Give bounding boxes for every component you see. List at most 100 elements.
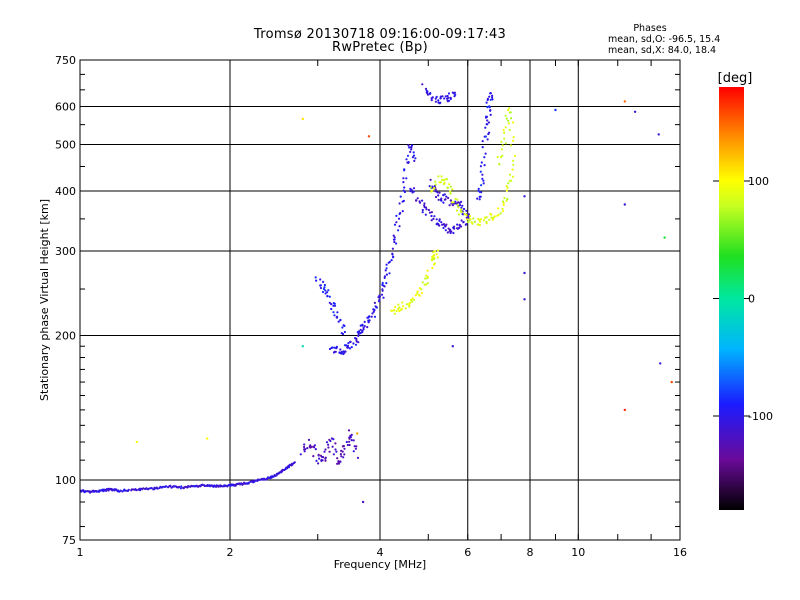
- x-tick-label: 4: [377, 546, 384, 559]
- echo-point: [503, 197, 506, 200]
- echo-point: [416, 290, 419, 293]
- echo-point: [352, 450, 355, 453]
- echo-point: [180, 485, 183, 488]
- echo-point: [457, 206, 460, 209]
- echo-point: [381, 288, 384, 291]
- echo-point: [408, 146, 411, 149]
- echo-point: [489, 92, 492, 95]
- echo-point: [343, 324, 346, 327]
- echo-point: [392, 238, 396, 241]
- echo-point: [446, 97, 449, 100]
- echo-point: [326, 294, 329, 298]
- echo-point: [410, 146, 413, 149]
- echo-point: [323, 283, 326, 287]
- echo-point: [480, 161, 483, 164]
- phase-stats-o-mode: mean, sd,O: -96.5, 15.4: [608, 34, 721, 45]
- echo-point: [477, 187, 480, 190]
- echo-point: [441, 223, 444, 226]
- echo-point: [322, 280, 325, 283]
- echo-point: [340, 352, 343, 355]
- echo-point: [346, 443, 349, 447]
- echo-point: [437, 175, 440, 178]
- echo-point: [404, 307, 407, 310]
- echo-point: [446, 186, 449, 189]
- echo-point: [165, 485, 168, 488]
- echo-point: [483, 164, 486, 167]
- echo-point: [414, 294, 417, 297]
- echo-point: [489, 98, 492, 101]
- scatter-points: [80, 83, 673, 504]
- echo-point: [135, 489, 138, 492]
- echo-point: [455, 209, 459, 212]
- outlier-point: [301, 345, 304, 348]
- echo-point: [439, 101, 442, 104]
- echo-point: [343, 330, 346, 334]
- echo-point: [397, 307, 400, 310]
- echo-point: [337, 320, 340, 323]
- echo-point: [127, 488, 130, 491]
- echo-point: [462, 221, 465, 224]
- echo-point: [314, 448, 317, 451]
- echo-point: [485, 216, 488, 219]
- echo-point: [418, 200, 421, 203]
- echo-point: [445, 195, 448, 198]
- echo-point: [412, 187, 416, 190]
- echo-point: [416, 292, 419, 295]
- echo-point: [463, 212, 466, 216]
- echo-point: [409, 301, 412, 304]
- echo-point: [471, 222, 474, 225]
- echo-point: [484, 126, 487, 129]
- echo-point: [457, 213, 461, 216]
- echo-point: [503, 137, 506, 140]
- echo-point: [363, 320, 366, 323]
- echo-point: [436, 249, 439, 252]
- echo-point: [467, 213, 470, 216]
- echo-point: [434, 195, 438, 199]
- echo-point: [402, 177, 405, 180]
- echo-point: [460, 210, 463, 213]
- echo-point: [486, 138, 489, 141]
- echo-point: [322, 456, 325, 459]
- echo-point: [383, 276, 386, 279]
- echo-point: [339, 460, 342, 463]
- echo-point: [503, 131, 506, 134]
- echo-point: [451, 204, 454, 207]
- echo-point: [482, 182, 485, 185]
- echo-point: [427, 208, 430, 212]
- echo-point: [448, 183, 451, 186]
- echo-point: [507, 122, 510, 125]
- phase-stats-heading: Phases: [633, 23, 667, 34]
- echo-point: [429, 186, 432, 189]
- outlier-point: [623, 203, 626, 206]
- echo-point: [361, 323, 364, 326]
- echo-point: [426, 282, 429, 285]
- echo-point: [486, 119, 489, 122]
- echo-point: [337, 461, 340, 464]
- echo-point: [319, 286, 322, 290]
- echo-point: [454, 93, 457, 96]
- echo-point: [263, 478, 267, 481]
- echo-point: [440, 199, 443, 202]
- echo-point: [512, 136, 515, 139]
- echo-point: [426, 91, 429, 95]
- echo-point: [440, 221, 443, 224]
- echo-point: [362, 328, 365, 331]
- echo-point: [320, 458, 323, 462]
- echo-point: [428, 211, 432, 214]
- echo-point: [161, 485, 165, 488]
- echo-point: [354, 447, 357, 450]
- y-axis-label: Stationary phase Virtual Height [km]: [38, 199, 51, 401]
- echo-point: [318, 457, 321, 460]
- echo-point: [334, 442, 337, 445]
- echo-point: [341, 326, 344, 329]
- echo-point: [359, 328, 362, 331]
- echo-point: [333, 304, 337, 307]
- echo-point: [426, 275, 429, 278]
- echo-point: [451, 188, 454, 191]
- echo-point: [385, 282, 388, 285]
- echo-point: [343, 453, 346, 456]
- echo-point: [465, 223, 468, 226]
- x-tick-label: 16: [673, 546, 687, 559]
- echo-point: [418, 294, 421, 297]
- echo-point: [150, 487, 153, 490]
